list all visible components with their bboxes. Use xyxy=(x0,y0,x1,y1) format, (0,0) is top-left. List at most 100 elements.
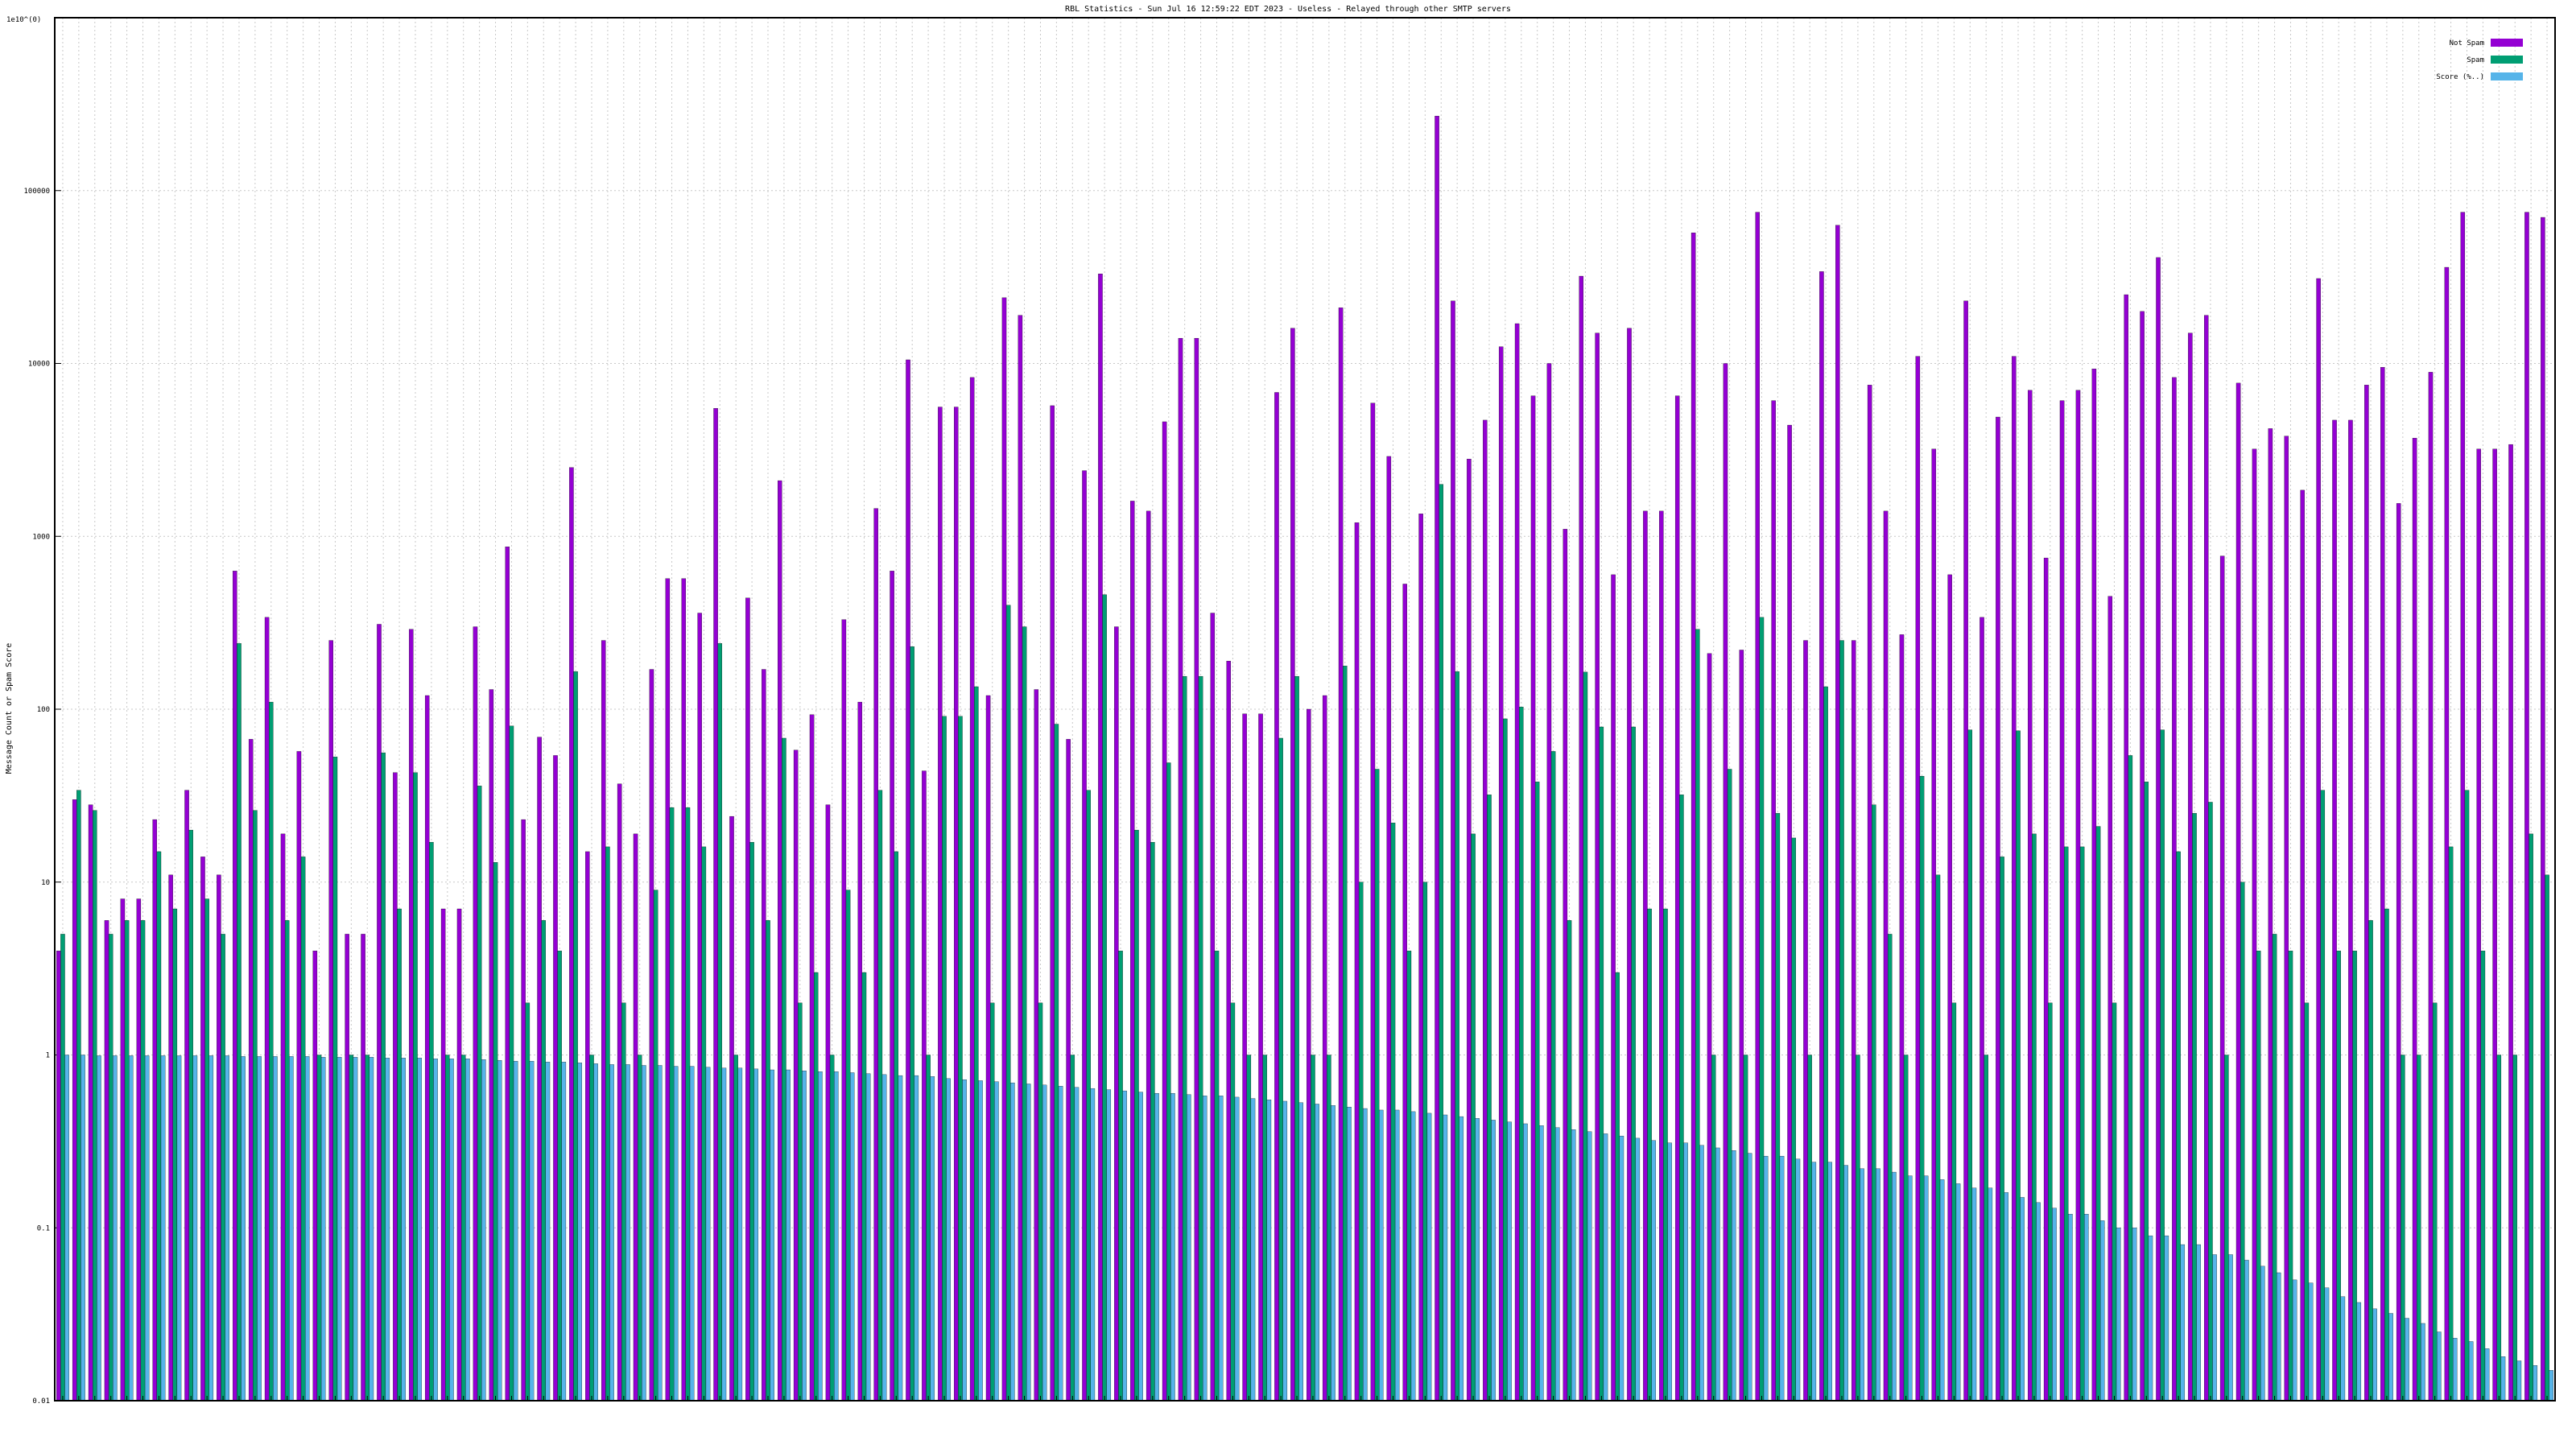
bar-score xyxy=(1010,1082,1015,1402)
bar-not-spam xyxy=(280,833,286,1402)
bar-score xyxy=(529,1061,535,1402)
bar-score xyxy=(1347,1106,1352,1402)
bar-not-spam xyxy=(1451,300,1455,1402)
bar-spam xyxy=(813,972,819,1402)
bar-not-spam xyxy=(1001,297,1007,1402)
bar-spam xyxy=(1118,951,1123,1402)
bar-score xyxy=(144,1055,150,1402)
bar-score xyxy=(1571,1129,1576,1402)
bar-score xyxy=(1331,1105,1335,1402)
y-tick-label: 10 xyxy=(41,879,50,887)
bar-spam xyxy=(589,1055,594,1402)
bar-not-spam xyxy=(681,578,687,1402)
bar-spam xyxy=(2224,1055,2229,1402)
bar-score xyxy=(1908,1175,1913,1402)
bar-not-spam xyxy=(569,467,574,1402)
bar-not-spam xyxy=(2235,382,2241,1402)
bar-not-spam xyxy=(456,908,462,1402)
bar-not-spam xyxy=(377,624,382,1402)
bar-not-spam xyxy=(1098,273,1103,1402)
bar-spam xyxy=(253,810,258,1402)
bar-score xyxy=(2068,1214,2073,1402)
bar-not-spam xyxy=(1947,574,1952,1402)
bar-not-spam xyxy=(1899,634,1905,1402)
bar-spam xyxy=(1550,751,1556,1402)
bar-not-spam xyxy=(1307,708,1311,1402)
bar-not-spam xyxy=(345,934,349,1402)
bar-not-spam xyxy=(1611,574,1616,1402)
bar-spam xyxy=(1278,737,1283,1402)
bars xyxy=(56,115,2553,1402)
bar-score xyxy=(818,1071,823,1402)
bar-not-spam xyxy=(104,920,109,1402)
bar-spam xyxy=(1358,881,1364,1402)
bar-spam xyxy=(237,643,242,1402)
bar-score xyxy=(2036,1202,2041,1402)
bar-spam xyxy=(413,772,418,1402)
bar-score xyxy=(1667,1142,1672,1402)
bar-not-spam xyxy=(2541,217,2545,1402)
bar-not-spam xyxy=(825,804,831,1402)
bar-spam xyxy=(2079,846,2085,1402)
bar-spam xyxy=(1615,972,1620,1402)
bar-spam xyxy=(2256,951,2261,1402)
bar-spam xyxy=(1567,920,1572,1402)
bar-spam xyxy=(2368,920,2373,1402)
bar-score xyxy=(64,1055,69,1402)
bar-not-spam xyxy=(1354,522,1360,1402)
legend: Not Spam Spam Score (%..) xyxy=(2436,39,2523,81)
bar-score xyxy=(2004,1192,2009,1402)
bar-not-spam xyxy=(2444,266,2450,1402)
bar-not-spam xyxy=(2396,503,2401,1402)
y-tick-label: 10000 xyxy=(28,361,50,369)
bar-spam xyxy=(877,790,883,1402)
bar-spam xyxy=(76,790,81,1402)
bar-not-spam xyxy=(1530,395,1536,1402)
bar-spam xyxy=(605,846,610,1402)
bar-spam xyxy=(1439,484,1443,1402)
bar-spam xyxy=(1390,823,1396,1402)
bar-score xyxy=(1315,1104,1319,1402)
bar-spam xyxy=(845,890,851,1402)
bar-not-spam xyxy=(985,695,991,1402)
bar-not-spam xyxy=(841,619,847,1402)
bar-spam xyxy=(1631,726,1636,1402)
bar-score xyxy=(1843,1165,1848,1402)
bar-score xyxy=(673,1066,679,1402)
bar-not-spam xyxy=(1498,346,1504,1402)
bar-score xyxy=(561,1062,567,1402)
bar-spam xyxy=(1503,718,1508,1402)
bar-score xyxy=(1507,1121,1512,1402)
bar-spam xyxy=(910,646,914,1402)
bar-score xyxy=(1683,1142,1688,1402)
bar-spam xyxy=(1839,640,1844,1402)
bar-not-spam xyxy=(2428,372,2434,1402)
bar-score xyxy=(2116,1228,2121,1402)
bar-score xyxy=(2437,1331,2442,1402)
bar-not-spam xyxy=(1996,416,2000,1402)
bar-not-spam xyxy=(2124,294,2128,1402)
bar-spam xyxy=(685,807,691,1402)
bar-not-spam xyxy=(1114,626,1119,1402)
bar-not-spam xyxy=(2075,390,2081,1402)
y-axis-ticks: 0.01 0.1 1 10 100 1000 10000 100000 xyxy=(23,188,61,1406)
bar-score xyxy=(930,1076,935,1402)
bar-not-spam xyxy=(954,407,959,1402)
plot-frame xyxy=(54,17,2556,1402)
bar-spam xyxy=(1150,842,1155,1402)
bar-spam xyxy=(717,643,723,1402)
bar-score xyxy=(770,1069,774,1402)
bar-not-spam xyxy=(361,934,365,1402)
bar-not-spam xyxy=(1210,613,1216,1402)
bar-score xyxy=(2052,1208,2057,1402)
bar-not-spam xyxy=(1819,271,1824,1402)
bar-score xyxy=(593,1063,598,1402)
bar-score xyxy=(2388,1313,2393,1402)
bar-not-spam xyxy=(1050,405,1055,1402)
bar-spam xyxy=(1214,951,1220,1402)
bar-score xyxy=(2260,1265,2265,1402)
bar-score xyxy=(257,1056,262,1402)
bar-not-spam xyxy=(1723,363,1728,1402)
bar-spam xyxy=(1759,617,1765,1402)
bar-spam xyxy=(1775,813,1781,1402)
